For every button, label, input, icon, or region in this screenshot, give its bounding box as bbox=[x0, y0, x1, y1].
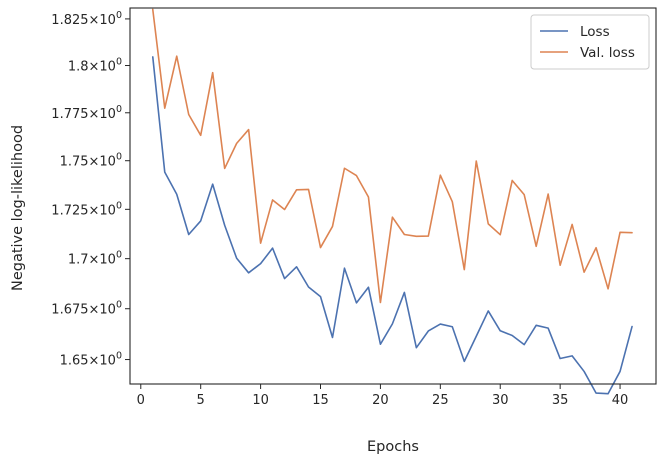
plot-frame bbox=[129, 7, 657, 385]
x-tick-label: 10 bbox=[252, 393, 269, 408]
y-axis: 1.65×100 1.675×100 1.7×100 1.725×100 1.75×10… bbox=[51, 10, 130, 369]
y-tick-label: 1.7×100 bbox=[68, 250, 122, 268]
x-tick-label: 30 bbox=[492, 393, 509, 408]
x-axis-label: Epochs bbox=[367, 439, 419, 455]
y-tick-label: 1.825×100 bbox=[51, 10, 122, 28]
x-axis: 0 5 10 15 20 25 30 35 40 bbox=[137, 384, 629, 408]
x-tick-label: 20 bbox=[372, 393, 389, 408]
legend-label: Val. loss bbox=[580, 45, 635, 61]
x-tick-label: 40 bbox=[612, 393, 629, 408]
legend: Loss Val. loss bbox=[530, 14, 650, 70]
legend-label: Loss bbox=[580, 24, 610, 40]
plot-area bbox=[129, 7, 657, 395]
y-tick-label: 1.75×100 bbox=[60, 152, 122, 170]
y-tick-label: 1.775×100 bbox=[51, 104, 122, 122]
y-tick-label: 1.65×100 bbox=[60, 351, 122, 369]
x-tick-label: 35 bbox=[552, 393, 569, 408]
series-line-loss bbox=[151, 56, 633, 395]
x-tick-label: 0 bbox=[137, 393, 145, 408]
y-tick-label: 1.725×100 bbox=[51, 200, 122, 218]
y-axis-label: Negative log-likelihood bbox=[10, 125, 26, 291]
x-tick-label: 5 bbox=[197, 393, 205, 408]
series-line-val-loss bbox=[151, 8, 633, 304]
x-tick-label: 15 bbox=[312, 393, 329, 408]
y-tick-label: 1.675×100 bbox=[51, 300, 122, 318]
x-tick-label: 25 bbox=[432, 393, 449, 408]
legend-box bbox=[530, 14, 650, 70]
y-tick-label: 1.8×100 bbox=[68, 57, 122, 75]
